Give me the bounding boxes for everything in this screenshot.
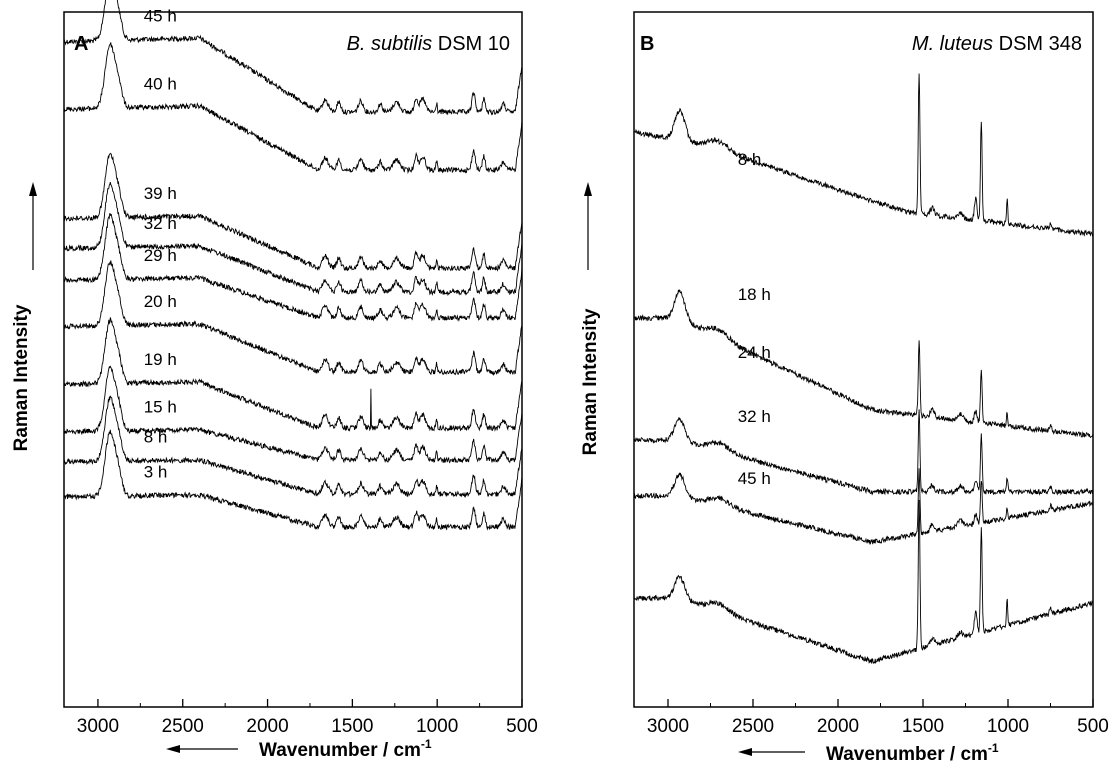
panel-a-title-strain: DSM 10 [432,33,510,55]
panel-a-x-tick-label: 1500 [331,716,373,737]
panel-a-letter: A [74,33,88,55]
panel-a-spectrum-40-h [63,42,523,175]
panel-a-spectrum-8-h [63,395,523,499]
panel-b-x-tick-label: 2000 [817,716,859,737]
panel-b-series-labels: 8 h 18 h 24 h 32 h 45 h [738,150,771,488]
panel-b-spectrum-18-h [633,289,1094,439]
panel-b-spectrum-8-h [633,73,1094,237]
panel-a-x-ticks: 3000 2500 2000 1500 1000 500 [77,699,538,737]
panel-b-x-axis-label-text: Wavenumber / cm [826,744,988,765]
panel-b-title: M. luteus DSM 348 [912,33,1082,55]
panel-a-x-axis-label-text: Wavenumber / cm [259,740,421,761]
panel-a-series-label-32-h: 32 h [144,214,177,233]
panel-b-title-species: M. luteus [912,33,993,55]
panel-b-x-axis-label-exponent: -1 [988,741,999,755]
panel-a-spectrum-39-h [63,152,523,272]
panel-a-spectrum-3-h [63,429,523,531]
panel-a-series-label-3-h: 3 h [144,463,168,482]
panel-b-x-ticks: 3000 2500 2000 1500 1000 500 [647,699,1109,737]
panel-b-frame [633,11,1094,708]
panel-a-x-tick-label: 500 [506,716,538,737]
panel-a-spectrum-32-h [63,182,523,297]
panel-b-x-tick-label: 3000 [647,716,689,737]
panel-a-series-labels: 45 h 40 h 39 h 32 h 29 h 20 h 19 h 15 h 8 h 3 h [144,7,177,482]
panel-b-spectrum-24-h [633,409,1094,496]
panel-b-x-axis-label: Wavenumber / cm-1 [826,741,999,765]
panel-b-spectrum-45-h [633,499,1094,665]
panel-a-series-label-8-h: 8 h [144,428,168,447]
panel-a-x-arrow-head [166,745,180,753]
panel-a-title: B. subtilis DSM 10 [347,33,510,55]
panel-a-spectrum-45-h [63,0,523,116]
panel-a-spectrum-29-h [63,213,523,323]
panel-a-spectra [63,0,523,531]
panel-b-letter: B [640,33,654,55]
panel-a-x-axis-label: Wavenumber / cm-1 [259,737,432,761]
panel-b: B M. luteus DSM 348 8 h18 h24 h32 h45 h … [580,11,1109,765]
panel-a-x-tick-label: 2000 [246,716,288,737]
panel-a-series-label-40-h: 40 h [144,74,177,93]
panel-a-x-axis-label-exponent: -1 [421,737,432,751]
panel-a-series-label-45-h: 45 h [144,7,177,26]
panel-a-series-label-15-h: 15 h [144,398,177,417]
panel-a-series-label-39-h: 39 h [144,184,177,203]
panel-b-series-label-24-h: 24 h [738,343,771,362]
panel-a-frame [63,11,523,708]
panel-a-series-label-29-h: 29 h [144,246,177,265]
panel-a-x-tick-label: 2500 [162,716,204,737]
panel-b-title-strain: DSM 348 [993,33,1082,55]
panel-b-x-tick-label: 2500 [732,716,774,737]
panel-a-series-label-20-h: 20 h [144,292,177,311]
panel-b-x-tick-label: 1500 [902,716,944,737]
panel-a-series-label-19-h: 19 h [144,350,177,369]
panel-a: A B. subtilis DSM 10 45 h 40 h 39 h 32 h 29 … [11,0,538,761]
panel-a-y-arrow-head [29,182,37,196]
panel-b-y-arrow-head [584,182,592,196]
panel-b-spectrum-32-h [633,468,1094,546]
panel-a-x-tick-label: 1000 [416,716,458,737]
panel-b-series-label-32-h: 32 h [738,407,771,426]
panel-a-x-tick-label: 3000 [77,716,119,737]
panel-b-x-tick-label: 500 [1077,716,1109,737]
panel-b-x-tick-label: 1000 [987,716,1029,737]
panel-a-spectrum-19-h [63,317,523,432]
panel-a-title-species: B. subtilis [347,33,433,55]
panel-a-spectrum-15-h [63,365,523,464]
panel-b-series-label-45-h: 45 h [738,469,771,488]
panel-a-spectrum-20-h [63,260,523,377]
panel-b-x-arrow-head [738,748,752,756]
panel-b-series-label-8-h: 8 h [738,150,762,169]
panel-a-y-axis-label: Raman Intensity [11,304,32,451]
panel-b-y-axis-label: Raman Intensity [580,308,601,455]
panel-b-series-label-18-h: 18 h [738,285,771,304]
panel-b-spectra [633,73,1094,665]
